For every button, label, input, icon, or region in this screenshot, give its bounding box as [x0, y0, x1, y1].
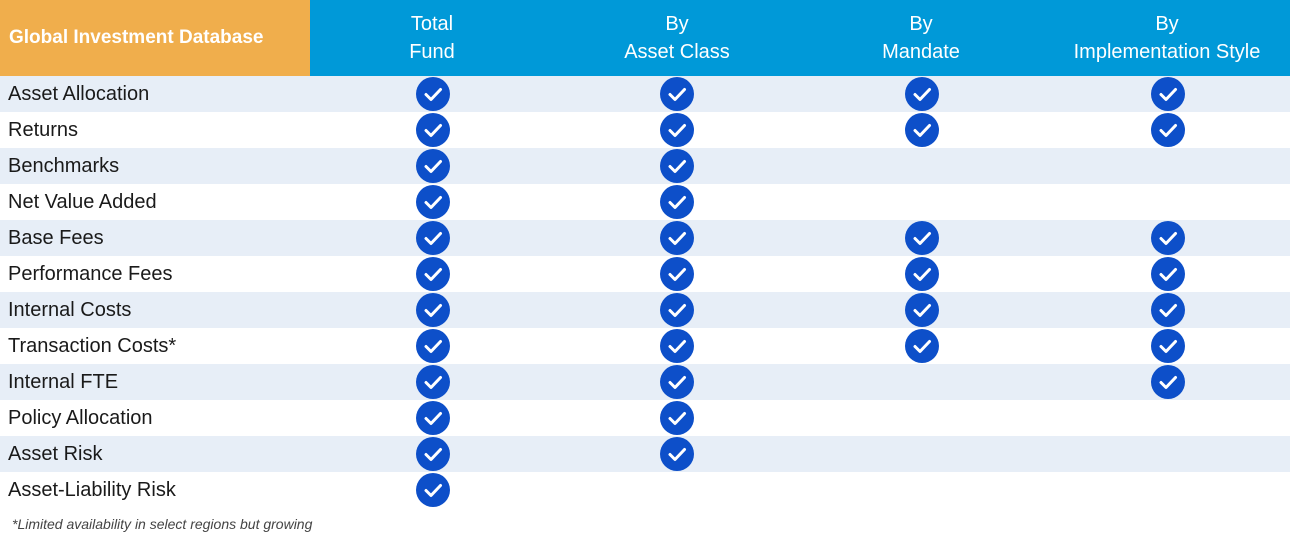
- check-circle-icon: [416, 329, 450, 363]
- table-row: Policy Allocation: [0, 400, 1290, 436]
- check-circle-icon: [660, 149, 694, 183]
- column-header-line1: By: [665, 13, 689, 35]
- table-row: Net Value Added: [0, 184, 1290, 220]
- table-row: Transaction Costs*: [0, 328, 1290, 364]
- row-label: Transaction Costs*: [8, 335, 177, 357]
- header-band: [310, 0, 1290, 76]
- table-row: Returns: [0, 112, 1290, 148]
- table-row: Internal FTE: [0, 364, 1290, 400]
- row-label: Policy Allocation: [8, 407, 153, 429]
- check-circle-icon: [905, 293, 939, 327]
- check-circle-icon: [1151, 257, 1185, 291]
- column-header-line1: Total: [410, 13, 454, 35]
- row-label: Net Value Added: [8, 191, 157, 213]
- check-circle-icon: [660, 329, 694, 363]
- column-header-by-asset-class: By Asset Class: [552, 10, 802, 66]
- check-circle-icon: [416, 221, 450, 255]
- table-row: Performance Fees: [0, 256, 1290, 292]
- check-circle-icon: [416, 473, 450, 507]
- table-row: Asset Risk: [0, 436, 1290, 472]
- column-header-line2: Implementation Style: [1073, 41, 1261, 63]
- check-circle-icon: [416, 113, 450, 147]
- check-circle-icon: [1151, 329, 1185, 363]
- check-circle-icon: [416, 185, 450, 219]
- check-circle-icon: [660, 365, 694, 399]
- row-label: Asset Risk: [8, 443, 103, 465]
- row-label: Base Fees: [8, 227, 104, 249]
- column-header-line2: Mandate: [882, 41, 960, 63]
- check-circle-icon: [416, 401, 450, 435]
- table-row: Internal Costs: [0, 292, 1290, 328]
- column-header-line1: By: [1155, 13, 1179, 35]
- check-circle-icon: [1151, 365, 1185, 399]
- footnote: *Limited availability in select regions …: [12, 516, 313, 532]
- table-header: Global Investment Database Total Fund By…: [0, 0, 1290, 76]
- table-row: Asset-Liability Risk: [0, 472, 1290, 508]
- row-label: Asset Allocation: [8, 83, 150, 105]
- check-circle-icon: [416, 149, 450, 183]
- row-label: Internal FTE: [8, 371, 119, 393]
- column-header-by-implementation-style: By Implementation Style: [1042, 10, 1290, 66]
- table-body: Asset Allocation Returns Benchmarks Net Val…: [0, 76, 1290, 508]
- check-circle-icon: [905, 329, 939, 363]
- check-circle-icon: [660, 185, 694, 219]
- table-title: Global Investment Database: [0, 0, 310, 76]
- row-label: Internal Costs: [8, 299, 132, 321]
- check-circle-icon: [660, 257, 694, 291]
- row-label: Performance Fees: [8, 263, 173, 285]
- check-circle-icon: [416, 437, 450, 471]
- check-circle-icon: [660, 437, 694, 471]
- check-circle-icon: [416, 257, 450, 291]
- check-circle-icon: [660, 113, 694, 147]
- check-circle-icon: [905, 113, 939, 147]
- check-circle-icon: [1151, 113, 1185, 147]
- column-header-line1: By: [909, 13, 933, 35]
- check-circle-icon: [1151, 221, 1185, 255]
- row-label: Benchmarks: [8, 155, 120, 177]
- check-circle-icon: [416, 365, 450, 399]
- row-label: Returns: [8, 119, 79, 141]
- row-label: Asset-Liability Risk: [8, 479, 176, 501]
- check-circle-icon: [660, 77, 694, 111]
- check-circle-icon: [905, 257, 939, 291]
- table-row: Base Fees: [0, 220, 1290, 256]
- check-circle-icon: [1151, 77, 1185, 111]
- column-header-line2: Fund: [409, 41, 455, 63]
- check-circle-icon: [905, 221, 939, 255]
- check-circle-icon: [660, 293, 694, 327]
- table-row: Asset Allocation: [0, 76, 1290, 112]
- check-circle-icon: [416, 293, 450, 327]
- check-circle-icon: [416, 77, 450, 111]
- check-circle-icon: [660, 401, 694, 435]
- check-circle-icon: [1151, 293, 1185, 327]
- column-header-by-mandate: By Mandate: [796, 10, 1046, 66]
- column-header-total-fund: Total Fund: [307, 10, 557, 66]
- check-circle-icon: [905, 77, 939, 111]
- column-header-line2: Asset Class: [624, 41, 730, 63]
- check-circle-icon: [660, 221, 694, 255]
- table-row: Benchmarks: [0, 148, 1290, 184]
